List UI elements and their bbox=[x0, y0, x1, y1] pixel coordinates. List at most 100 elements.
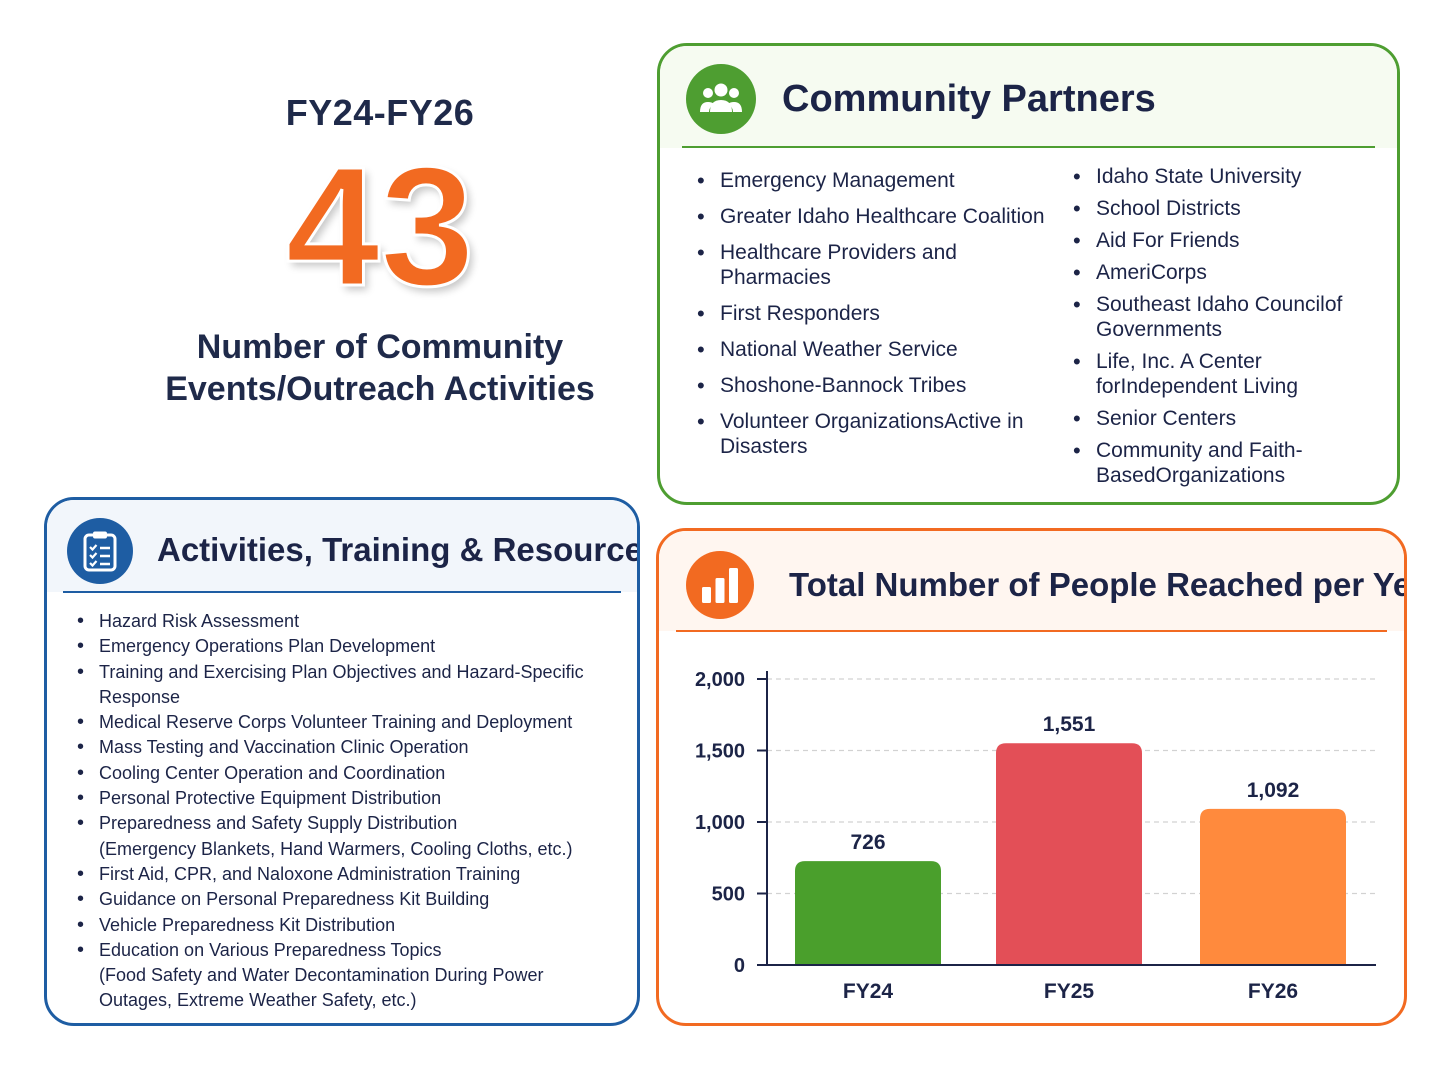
panel-divider bbox=[682, 146, 1375, 148]
partner-item-text: School Districts bbox=[1096, 197, 1241, 220]
activity-item: First Aid, CPR, and Naloxone Administrat… bbox=[77, 862, 637, 888]
partner-item-text: Southeast Idaho Council bbox=[1096, 293, 1325, 316]
hero-caption: Number of Community Events/Outreach Acti… bbox=[150, 326, 610, 410]
partner-item-text: Volunteer Organizations bbox=[720, 410, 945, 433]
x-tick-label: FY24 bbox=[843, 980, 894, 1003]
partner-item: Aid For Friends bbox=[1073, 228, 1393, 253]
partner-item: Volunteer OrganizationsActive in Disaste… bbox=[697, 409, 1057, 459]
activity-item: Education on Various Preparedness Topics… bbox=[77, 938, 637, 1014]
activities-list: Hazard Risk Assessment Emergency Operatio… bbox=[77, 609, 637, 1014]
partner-item-text: Senior Centers bbox=[1096, 407, 1237, 430]
partner-item-text: National Weather Service bbox=[720, 338, 958, 361]
bar-chart: 0 500 1,000 1,500 2,000 726 FY24 1,551 FY25 1,092… bbox=[695, 669, 1376, 1003]
bar-fy26 bbox=[1200, 808, 1346, 965]
partner-item: Healthcare Providers and Pharmacies bbox=[697, 240, 1057, 290]
y-tick-label: 2,000 bbox=[695, 669, 745, 691]
people-reached-panel: Total Number of People Reached per Year … bbox=[656, 528, 1407, 1026]
activity-item-text: Education on Various Preparedness Topics bbox=[99, 939, 442, 960]
partner-item-text: AmeriCorps bbox=[1096, 261, 1207, 284]
activity-item: Personal Protective Equipment Distributi… bbox=[77, 786, 637, 812]
activity-item: Vehicle Preparedness Kit Distribution bbox=[77, 913, 637, 939]
activity-item: Guidance on Personal Preparedness Kit Bu… bbox=[77, 887, 637, 913]
activity-item-text: Mass Testing and Vaccination Clinic Oper… bbox=[99, 737, 469, 758]
partner-item-text: Idaho State University bbox=[1096, 165, 1302, 188]
hero-number: 43 bbox=[284, 132, 476, 322]
partner-item-text: Organizations bbox=[1155, 464, 1286, 487]
activity-item-text: (Food Safety and Water Decontamination D… bbox=[99, 965, 544, 986]
partner-item: Greater Idaho Healthcare Coalition bbox=[697, 204, 1057, 229]
activity-item: Cooling Center Operation and Coordinatio… bbox=[77, 761, 637, 787]
partner-item: Life, Inc. A Center forIndependent Livin… bbox=[1073, 349, 1393, 399]
y-tick-label: 1,500 bbox=[695, 741, 745, 763]
panel-title: Community Partners bbox=[782, 78, 1156, 120]
x-tick-label: FY25 bbox=[1044, 980, 1095, 1003]
y-tick-label: 1,000 bbox=[695, 812, 745, 834]
bar-fy25 bbox=[996, 743, 1142, 965]
activity-item-text: Outages, Extreme Weather Safety, etc.) bbox=[99, 990, 417, 1011]
partner-item: Shoshone-Bannock Tribes bbox=[697, 373, 1057, 398]
activity-item: Mass Testing and Vaccination Clinic Oper… bbox=[77, 735, 637, 761]
activity-item-text: Emergency Operations Plan Development bbox=[99, 636, 436, 657]
partner-item-text: of Governments bbox=[1096, 293, 1343, 341]
partner-item-text: Aid For Friends bbox=[1096, 229, 1240, 252]
partner-item: Senior Centers bbox=[1073, 406, 1393, 431]
partner-item-text: Emergency Management bbox=[720, 169, 955, 192]
y-tick-label: 500 bbox=[712, 884, 745, 906]
bar-fy24 bbox=[795, 861, 941, 965]
activity-item-text: Medical Reserve Corps Volunteer Training… bbox=[99, 712, 573, 733]
community-partners-panel: Community Partners Emergency Management G… bbox=[657, 43, 1400, 505]
hero-stat: FY24-FY26 43 Number of Community Events/… bbox=[150, 92, 610, 410]
activity-item: Emergency Operations Plan Development bbox=[77, 634, 637, 660]
activity-item-text: Guidance on Personal Preparedness Kit Bu… bbox=[99, 889, 490, 910]
activity-item-text: Training and Exercising Plan Objectives … bbox=[99, 661, 584, 707]
activity-item-text: Preparedness and Safety Supply Distribut… bbox=[99, 813, 458, 834]
partner-item: AmeriCorps bbox=[1073, 260, 1393, 285]
bar-chart-icon bbox=[686, 551, 754, 619]
activities-panel: Activities, Training & Resources Hazard … bbox=[44, 497, 640, 1026]
activity-item-text: Vehicle Preparedness Kit Distribution bbox=[99, 914, 396, 935]
partners-list-left: Emergency Management Greater Idaho Health… bbox=[697, 168, 1057, 470]
partner-item: Community and Faith-BasedOrganizations bbox=[1073, 438, 1393, 488]
data-label: 726 bbox=[850, 831, 885, 854]
panel-divider bbox=[63, 591, 621, 593]
partner-item: School Districts bbox=[1073, 196, 1393, 221]
partner-item-text: Independent Living bbox=[1120, 375, 1299, 398]
partner-item-text: First Responders bbox=[720, 302, 880, 325]
partner-item: Emergency Management bbox=[697, 168, 1057, 193]
partner-item: Idaho State University bbox=[1073, 164, 1393, 189]
partner-item: National Weather Service bbox=[697, 337, 1057, 362]
panel-divider bbox=[676, 630, 1387, 632]
partner-item-text: Greater Idaho Healthcare Coalition bbox=[720, 205, 1045, 228]
partners-list-right: Idaho State University School Districts Ai… bbox=[1073, 164, 1393, 495]
partner-item: Southeast Idaho Councilof Governments bbox=[1073, 292, 1393, 342]
activity-item: Preparedness and Safety Supply Distribut… bbox=[77, 811, 637, 862]
hero-caption-line1: Number of Community bbox=[196, 328, 564, 366]
activity-item: Medical Reserve Corps Volunteer Training… bbox=[77, 710, 637, 736]
y-tick-label: 0 bbox=[734, 955, 745, 977]
partner-item-text: Community and Faith-Based bbox=[1096, 439, 1303, 487]
clipboard-checklist-icon bbox=[67, 518, 133, 584]
data-label: 1,092 bbox=[1247, 779, 1300, 802]
activity-item-text: (Emergency Blankets, Hand Warmers, Cooli… bbox=[99, 838, 573, 859]
people-group-icon bbox=[686, 64, 756, 134]
partner-item-text: Active in Disasters bbox=[720, 410, 1024, 458]
partner-item-text: Life, Inc. A Center for bbox=[1096, 350, 1262, 398]
hero-period: FY24-FY26 bbox=[285, 92, 475, 133]
hero-caption-line2: Events/Outreach Activities bbox=[165, 370, 595, 408]
activity-item-text: Hazard Risk Assessment bbox=[99, 611, 300, 631]
activity-item-text: Personal Protective Equipment Distributi… bbox=[99, 788, 442, 809]
panel-header-background bbox=[660, 46, 1397, 148]
panel-title: Activities, Training & Resources bbox=[157, 531, 640, 568]
panel-header-background bbox=[47, 500, 637, 592]
panel-title: Total Number of People Reached per Year bbox=[789, 566, 1407, 603]
partner-item: First Responders bbox=[697, 301, 1057, 326]
activity-item-text: Cooling Center Operation and Coordinatio… bbox=[99, 762, 446, 783]
partner-item-text: Shoshone-Bannock Tribes bbox=[720, 374, 967, 397]
activity-item: Training and Exercising Plan Objectives … bbox=[77, 660, 637, 711]
data-label: 1,551 bbox=[1043, 713, 1096, 736]
partner-item-text: Healthcare Providers and Pharmacies bbox=[720, 241, 957, 289]
x-tick-label: FY26 bbox=[1248, 980, 1298, 1003]
activity-item: Hazard Risk Assessment bbox=[77, 609, 637, 635]
panel-header-background bbox=[659, 531, 1404, 631]
activity-item-text: First Aid, CPR, and Naloxone Administrat… bbox=[99, 863, 521, 884]
